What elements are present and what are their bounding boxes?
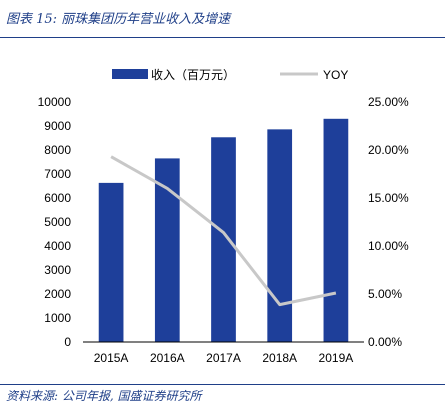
left-tick-label: 9000 xyxy=(44,119,71,133)
right-tick-label: 0.00% xyxy=(368,335,402,349)
left-tick-label: 0 xyxy=(64,335,71,349)
source-divider xyxy=(0,384,445,385)
source-note: 资料来源: 公司年报, 国盛证券研究所 xyxy=(6,389,202,403)
x-tick-label: 2017A xyxy=(206,351,241,365)
legend-bar-swatch xyxy=(112,69,148,79)
revenue-yoy-chart: 收入（百万元） YOY 0 1000 2000 3000 4000 5000 6000 700… xyxy=(38,68,409,365)
left-tick-label: 2000 xyxy=(44,287,71,301)
chart-title: 图表 15: 丽珠集团历年营业收入及增速 xyxy=(6,12,231,27)
right-tick-label: 15.00% xyxy=(368,191,409,205)
right-tick-label: 5.00% xyxy=(368,287,402,301)
bar-series xyxy=(98,118,349,342)
legend-bar-label: 收入（百万元） xyxy=(151,68,235,82)
title-divider xyxy=(0,37,445,38)
left-tick-label: 7000 xyxy=(44,167,71,181)
right-tick-label: 20.00% xyxy=(368,143,409,157)
yoy-series-line xyxy=(110,155,337,307)
right-tick-label: 25.00% xyxy=(368,95,409,109)
revenue-bar xyxy=(323,118,349,342)
left-tick-label: 10000 xyxy=(38,95,72,109)
left-axis: 0 1000 2000 3000 4000 5000 6000 7000 8000 9000 100… xyxy=(38,95,72,349)
x-axis: 2015A 2016A 2017A 2018A 2019A xyxy=(94,351,354,365)
right-tick-label: 10.00% xyxy=(368,239,409,253)
revenue-bar xyxy=(211,137,236,342)
x-tick-label: 2015A xyxy=(94,351,129,365)
left-tick-label: 5000 xyxy=(44,215,71,229)
x-tick-label: 2019A xyxy=(319,351,354,365)
left-tick-label: 4000 xyxy=(44,239,71,253)
left-tick-label: 6000 xyxy=(44,191,71,205)
legend: 收入（百万元） YOY xyxy=(112,68,348,82)
left-tick-label: 8000 xyxy=(44,143,71,157)
left-tick-label: 3000 xyxy=(44,263,71,277)
left-tick-label: 1000 xyxy=(44,311,71,325)
right-axis: 0.00% 5.00% 10.00% 15.00% 20.00% 25.00% xyxy=(368,95,409,349)
revenue-bar xyxy=(267,129,293,342)
x-tick-label: 2018A xyxy=(262,351,297,365)
revenue-bar xyxy=(154,158,180,342)
x-tick-label: 2016A xyxy=(150,351,185,365)
revenue-bar xyxy=(98,182,124,342)
legend-line-label: YOY xyxy=(323,68,348,82)
